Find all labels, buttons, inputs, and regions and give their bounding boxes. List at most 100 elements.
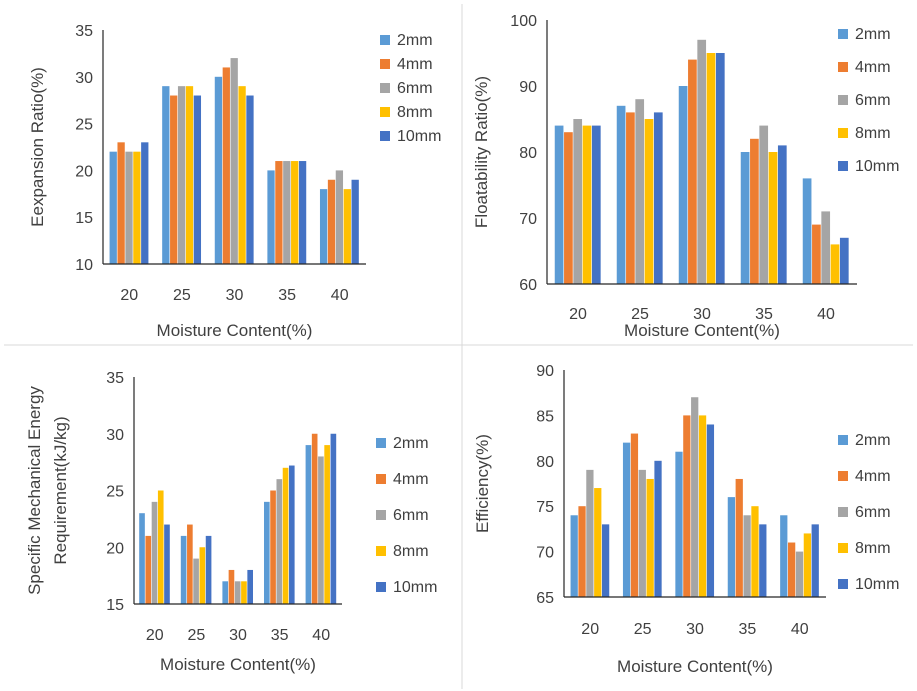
bar-6mm-35 — [276, 479, 283, 604]
bar-6mm-40 — [335, 170, 344, 264]
legend-label: 4mm — [397, 56, 433, 73]
bar-10mm-30 — [246, 95, 254, 265]
bar-8mm-25 — [185, 86, 194, 264]
bar-2mm-40 — [802, 178, 812, 284]
x-tick-label: 30 — [693, 306, 711, 323]
y-tick-label: 90 — [536, 363, 554, 380]
bar-8mm-35 — [751, 506, 759, 597]
bar-6mm-35 — [743, 515, 751, 597]
y-tick-label: 90 — [519, 79, 537, 96]
y-tick-label: 100 — [510, 13, 537, 30]
bar-2mm-35 — [267, 170, 275, 264]
bar-2mm-20 — [139, 513, 145, 604]
bar-6mm-20 — [151, 501, 158, 604]
legend: 2mm 4mm 6mm 8mm 10mm — [380, 32, 441, 145]
bar-2mm-25 — [616, 105, 626, 284]
bar-6mm-30 — [230, 58, 238, 264]
bar-10mm-20 — [164, 524, 170, 604]
x-tick-label: 40 — [331, 287, 349, 304]
legend-label: 2mm — [397, 32, 433, 49]
bar-6mm-30 — [691, 397, 699, 597]
y-axis-label: Floatability Ratio(%) — [472, 76, 491, 228]
bar-6mm-25 — [177, 86, 186, 264]
bar-2mm-20 — [570, 515, 578, 597]
x-tick-label: 40 — [791, 621, 809, 638]
bar-6mm-25 — [638, 469, 646, 597]
legend-swatch — [380, 107, 390, 117]
legend-swatch — [838, 543, 848, 553]
y-tick-label: 85 — [536, 408, 554, 425]
x-tick-label: 20 — [146, 627, 164, 644]
legend-swatch — [838, 128, 848, 138]
y-axis-label-line: Requirement(kJ/kg) — [51, 416, 70, 564]
bar-10mm-40 — [839, 237, 849, 284]
y-tick-label: 60 — [519, 277, 537, 294]
bar-4mm-25 — [626, 112, 635, 285]
bar-4mm-35 — [270, 490, 276, 604]
legend-swatch — [838, 161, 848, 171]
bar-2mm-30 — [678, 86, 688, 284]
legend-swatch — [380, 131, 390, 141]
legend-swatch — [380, 59, 390, 69]
bar-4mm-40 — [812, 224, 821, 284]
bar-4mm-40 — [788, 542, 796, 597]
legend-label: 4mm — [393, 471, 429, 488]
legend: 2mm 4mm 6mm 8mm 10mm — [838, 432, 899, 593]
legend-swatch — [838, 95, 848, 105]
bar-10mm-40 — [351, 179, 359, 264]
legend-label: 2mm — [393, 435, 429, 452]
bar-6mm-40 — [318, 456, 324, 604]
bar-6mm-40 — [795, 551, 804, 597]
bar-8mm-25 — [646, 478, 654, 597]
bar-2mm-40 — [319, 189, 328, 264]
legend-label: 2mm — [855, 432, 891, 449]
legend-swatch — [380, 35, 390, 45]
y-tick-label: 30 — [75, 70, 93, 87]
legend-label: 2mm — [855, 26, 891, 43]
x-tick-label: 35 — [739, 621, 757, 638]
legend-swatch — [380, 83, 390, 93]
bar-4mm-20 — [564, 132, 573, 284]
bar-2mm-40 — [305, 445, 312, 604]
bar-4mm-30 — [228, 569, 235, 604]
bar-4mm-30 — [222, 67, 230, 264]
bar-4mm-35 — [750, 138, 759, 284]
bar-4mm-20 — [145, 535, 152, 604]
bar-2mm-20 — [554, 125, 564, 284]
x-tick-label: 35 — [271, 627, 289, 644]
y-axis-label: Eexpansion Ratio(%) — [28, 67, 47, 227]
bar-4mm-40 — [311, 433, 318, 604]
bar-2mm-25 — [162, 86, 170, 264]
bar-6mm-30 — [697, 39, 707, 284]
bar-8mm-30 — [698, 415, 707, 597]
y-tick-label: 35 — [75, 23, 93, 40]
bar-10mm-40 — [811, 524, 819, 597]
bar-4mm-40 — [327, 179, 336, 264]
bars — [139, 433, 337, 604]
x-tick-label: 25 — [631, 306, 649, 323]
bar-2mm-35 — [264, 501, 270, 604]
bar-6mm-40 — [821, 211, 831, 284]
bar-4mm-35 — [735, 478, 743, 597]
charts-root: 10 15 20 25 30 35 20 25 30 35 40 Moisture Content(%… — [25, 13, 899, 676]
legend-label: 4mm — [855, 468, 891, 485]
bar-10mm-30 — [715, 53, 725, 284]
bar-2mm-25 — [180, 535, 187, 604]
bar-8mm-30 — [238, 86, 246, 264]
bar-10mm-40 — [330, 433, 337, 604]
legend-label: 6mm — [855, 92, 891, 109]
legend-swatch — [838, 29, 848, 39]
bar-8mm-30 — [706, 53, 716, 284]
x-tick-label: 35 — [278, 287, 296, 304]
bars — [554, 39, 849, 285]
x-axis-label: Moisture Content(%) — [157, 321, 313, 340]
legend-label: 10mm — [855, 576, 899, 593]
legend-label: 6mm — [393, 507, 429, 524]
legend-label: 10mm — [397, 128, 441, 145]
legend: 2mm 4mm 6mm 8mm 10mm — [838, 26, 899, 175]
legend-swatch — [376, 510, 386, 520]
bar-10mm-20 — [591, 125, 601, 284]
bar-10mm-20 — [601, 524, 610, 597]
bar-6mm-20 — [125, 151, 133, 264]
